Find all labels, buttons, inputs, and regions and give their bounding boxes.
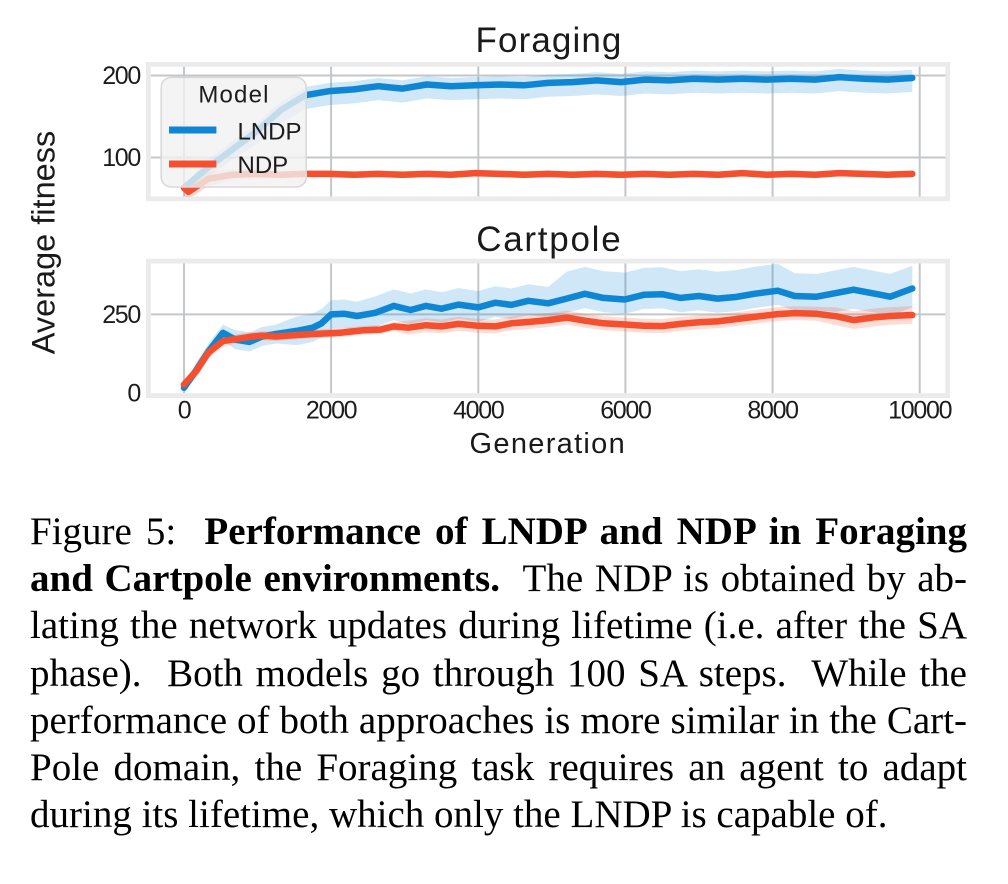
svg-text:NDP: NDP <box>238 152 289 179</box>
svg-text:4000: 4000 <box>453 397 504 425</box>
svg-text:100: 100 <box>102 144 140 172</box>
svg-text:Cartpole: Cartpole <box>476 220 622 259</box>
svg-text:Generation: Generation <box>470 428 627 460</box>
svg-text:10000: 10000 <box>888 397 951 425</box>
svg-text:250: 250 <box>102 301 140 329</box>
svg-text:0: 0 <box>127 380 140 408</box>
svg-text:8000: 8000 <box>747 397 798 425</box>
svg-text:2000: 2000 <box>306 397 357 425</box>
svg-text:Average fitness: Average fitness <box>26 131 62 354</box>
svg-text:Foraging: Foraging <box>476 21 623 60</box>
svg-text:6000: 6000 <box>600 397 651 425</box>
svg-text:200: 200 <box>102 62 140 90</box>
svg-text:Model: Model <box>198 82 269 109</box>
svg-text:LNDP: LNDP <box>238 119 302 146</box>
svg-text:0: 0 <box>178 397 191 425</box>
